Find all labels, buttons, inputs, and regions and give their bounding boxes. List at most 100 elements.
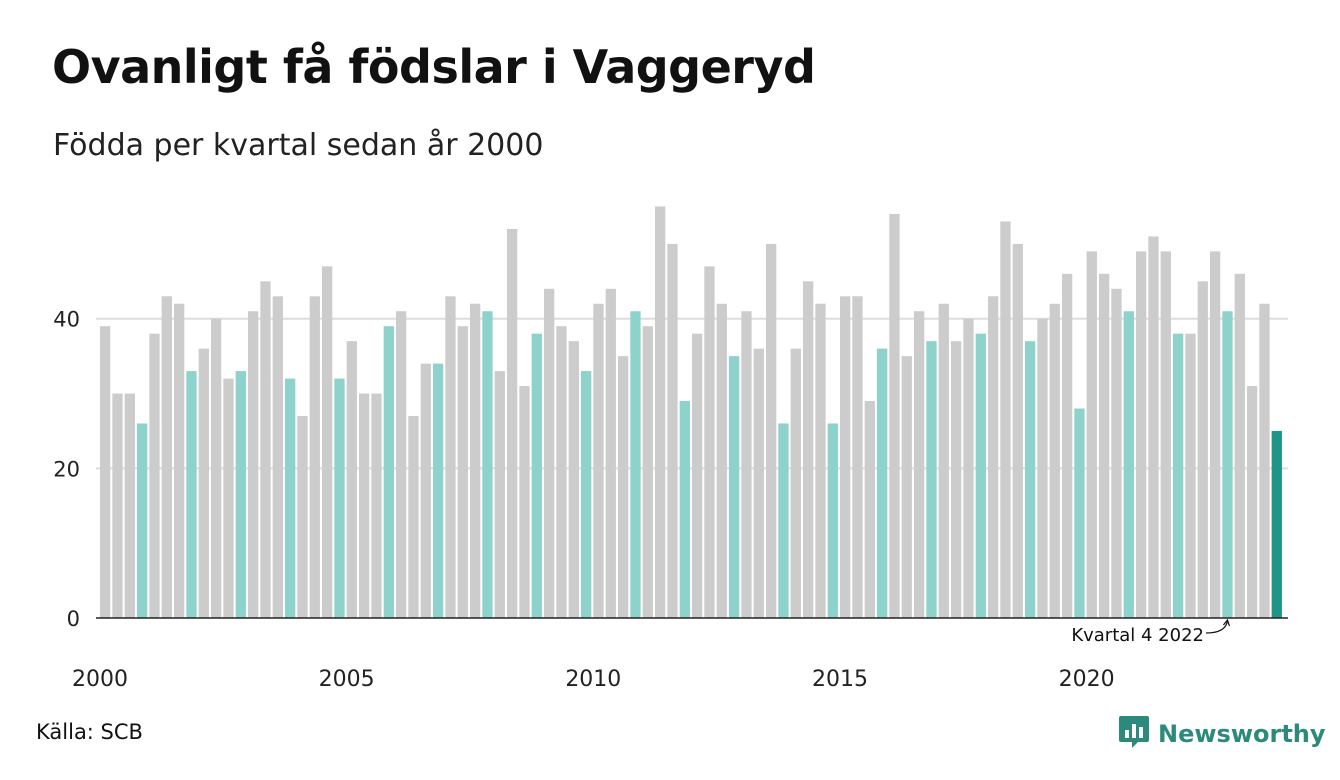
bar [852, 296, 863, 618]
bar [642, 326, 653, 618]
bar [1061, 273, 1073, 618]
bar [1259, 303, 1270, 618]
y-tick-label: 20 [53, 457, 80, 481]
bar [815, 303, 826, 618]
bar [371, 393, 382, 618]
x-tick-label: 2015 [812, 667, 868, 692]
bar [913, 311, 925, 618]
annotation-arrow [1205, 620, 1229, 634]
bar [1148, 236, 1159, 618]
bar [963, 318, 974, 618]
bar [975, 333, 986, 618]
source-note: Källa: SCB [36, 720, 143, 744]
bar [938, 303, 949, 618]
bar [112, 393, 123, 618]
x-tick-label: 2020 [1059, 667, 1115, 692]
bar [901, 356, 912, 619]
bar [926, 341, 937, 618]
bar [285, 378, 296, 618]
bar [580, 371, 592, 618]
bar [198, 348, 209, 618]
bar [728, 356, 740, 619]
bar [630, 311, 641, 618]
bar [667, 243, 678, 618]
bar [1209, 251, 1221, 619]
bar [137, 423, 148, 618]
bar [1012, 243, 1023, 618]
bar [321, 266, 333, 618]
x-tick-label: 2010 [565, 667, 621, 692]
newsworthy-icon [1118, 714, 1150, 754]
brand-name: Newsworthy [1158, 720, 1326, 748]
bar [556, 326, 567, 618]
bar [1172, 333, 1184, 618]
bar [100, 326, 111, 618]
bar [1123, 311, 1134, 618]
bar [334, 378, 345, 618]
annotation-label: Kvartal 4 2022 [1071, 625, 1204, 646]
bar [445, 296, 456, 618]
bar [568, 341, 579, 618]
bar [149, 333, 160, 618]
bar [1000, 221, 1011, 618]
bar [1111, 288, 1122, 618]
annotation-arrowhead [1222, 618, 1231, 627]
bar [494, 371, 505, 618]
bar [716, 303, 727, 618]
bar [1222, 311, 1233, 618]
bar [420, 363, 431, 618]
bar [186, 371, 197, 618]
bar [691, 333, 703, 618]
bar [531, 333, 542, 618]
bar [864, 401, 875, 618]
bar [482, 311, 493, 618]
bar [346, 341, 357, 618]
bar [679, 401, 690, 618]
bar [223, 378, 234, 618]
bar [1037, 318, 1048, 618]
bar [950, 341, 962, 618]
bar [395, 311, 407, 618]
bar [765, 243, 777, 618]
bar [741, 311, 752, 618]
bar [260, 281, 271, 618]
chart-title: Ovanligt få födslar i Vaggeryd [52, 40, 816, 94]
bar [358, 393, 370, 618]
bar [1271, 430, 1282, 618]
bar [272, 296, 283, 618]
y-tick-label: 40 [53, 308, 80, 332]
x-tick-label: 2005 [319, 667, 375, 692]
bar [1135, 251, 1147, 619]
bar [778, 423, 789, 618]
bar [1049, 303, 1060, 618]
bar [889, 213, 900, 618]
bar [753, 348, 764, 618]
bar [654, 206, 666, 619]
bar [469, 303, 481, 618]
bar [248, 311, 259, 618]
bar [174, 303, 185, 618]
bar [408, 415, 419, 618]
bar [1234, 273, 1245, 618]
bar [1246, 386, 1258, 618]
chart-subtitle: Födda per kvartal sedan år 2000 [53, 128, 544, 163]
bar [1024, 341, 1036, 618]
bar [432, 363, 444, 618]
bar [1074, 408, 1085, 618]
x-tick-label: 2000 [72, 667, 128, 692]
bar [297, 415, 308, 618]
bar [309, 296, 320, 618]
bar [827, 423, 838, 618]
bar [457, 326, 468, 618]
bar [519, 386, 530, 618]
bar [802, 281, 814, 618]
bar [235, 371, 246, 618]
y-tick-label: 0 [67, 607, 80, 631]
bar [1197, 281, 1208, 618]
bar [839, 296, 851, 618]
bar [1160, 251, 1171, 619]
bar [593, 303, 604, 618]
bar [161, 296, 172, 618]
bar [543, 288, 555, 618]
